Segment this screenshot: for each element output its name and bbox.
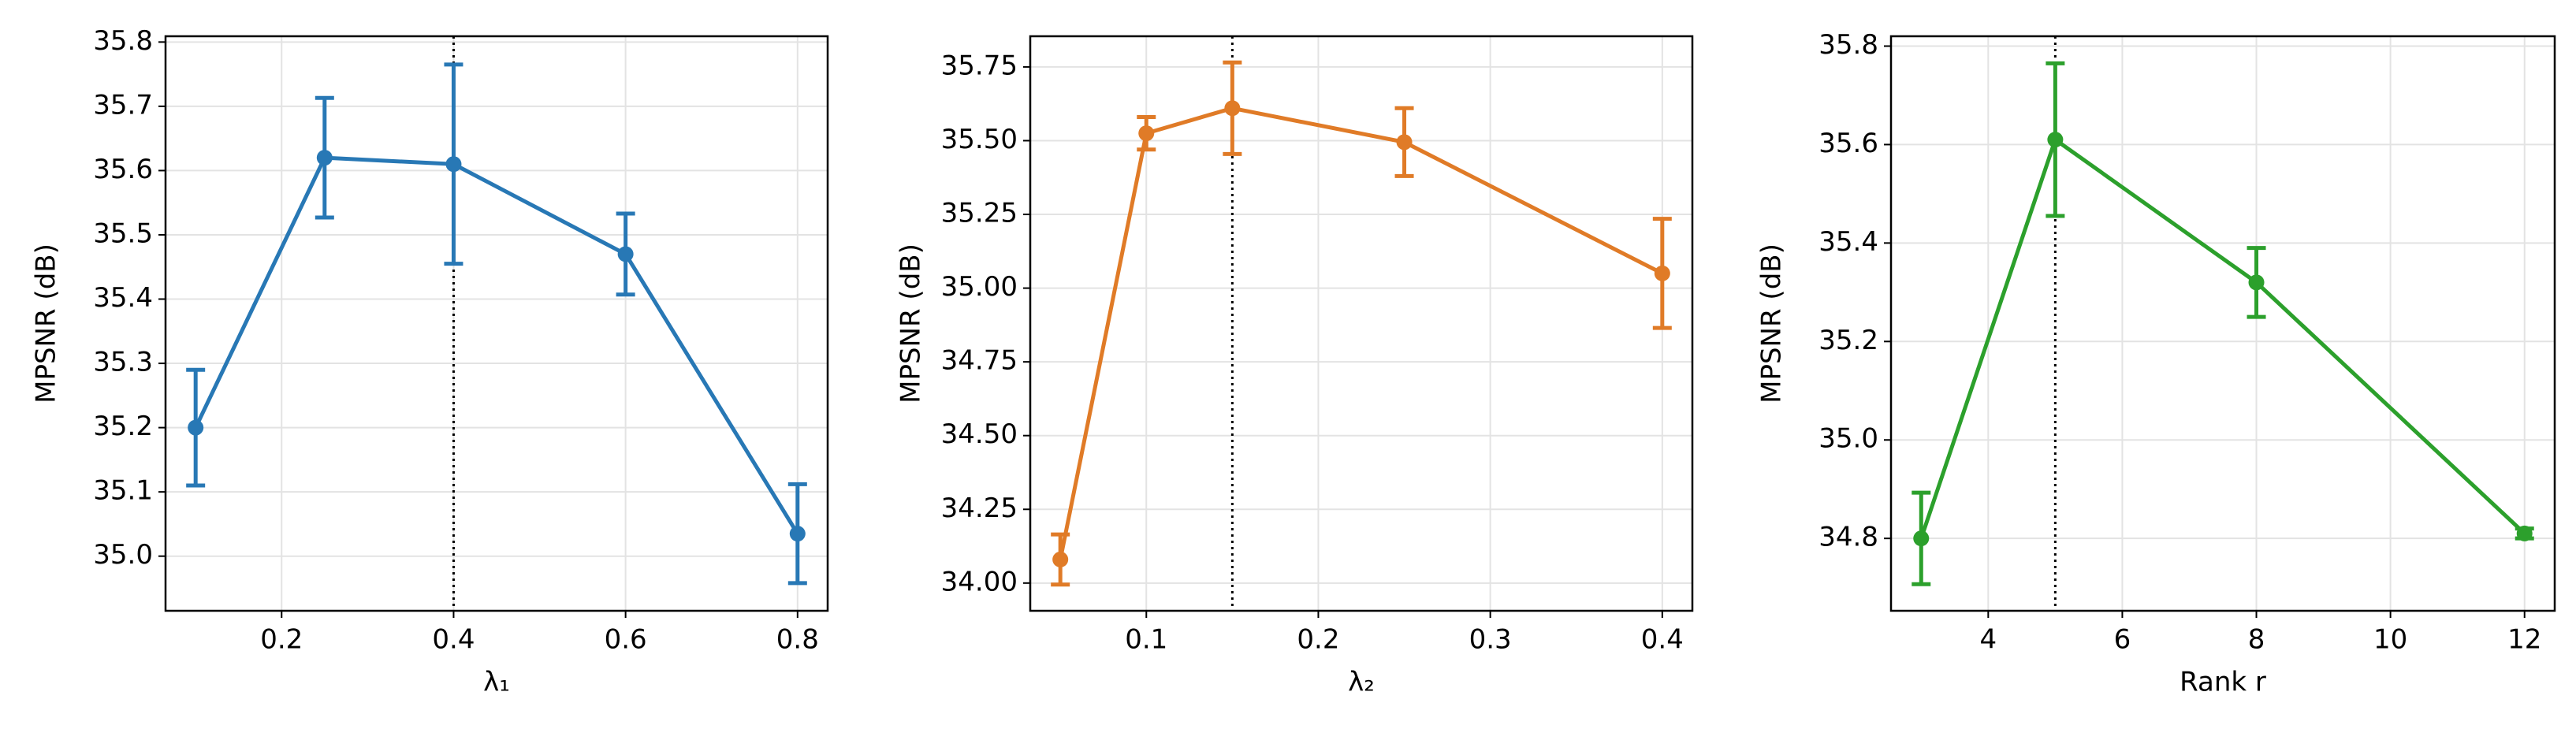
y-tick-label: 35.6 — [93, 154, 153, 185]
y-tick-label: 35.6 — [1818, 128, 1878, 159]
subplot: 34.00 34.25 34.50 34.75 35.00 35.25 35.50 35.75… — [895, 35, 1694, 698]
data-point — [1224, 100, 1241, 117]
data-line — [1919, 137, 2526, 539]
x-axis-label: λ₂ — [1348, 667, 1375, 698]
data-point — [617, 246, 634, 262]
y-tick-label: 35.2 — [93, 411, 153, 442]
y-tick-label: 35.75 — [941, 50, 1018, 81]
y-tick-label: 34.00 — [941, 566, 1018, 597]
y-tick-label: 35.3 — [93, 347, 153, 378]
y-axis-label: MPSNR (dB) — [1756, 244, 1788, 404]
x-tick-label: 0.8 — [776, 624, 819, 656]
x-tick-label: 0.3 — [1469, 624, 1512, 656]
y-tick-label: 35.8 — [93, 25, 153, 57]
y-tick-label: 34.25 — [941, 493, 1018, 524]
data-point — [1138, 125, 1155, 142]
y-tick-label: 35.4 — [93, 282, 153, 314]
x-tick-label: 0.6 — [605, 624, 647, 656]
axes-frame — [164, 35, 829, 612]
data-line — [1058, 106, 1663, 560]
data-point — [2047, 132, 2064, 148]
y-tick-label: 34.50 — [941, 418, 1018, 450]
data-point — [2516, 525, 2533, 541]
x-tick-label: 0.1 — [1125, 624, 1167, 656]
y-tick-label: 35.2 — [1818, 325, 1878, 356]
x-tick-label: 0.2 — [260, 624, 303, 656]
y-axis-label: MPSNR (dB) — [31, 244, 62, 404]
y-tick-label: 34.75 — [941, 345, 1018, 377]
y-tick-label: 35.00 — [941, 271, 1018, 303]
data-point — [1654, 265, 1670, 281]
x-tick-label: 0.4 — [1641, 624, 1684, 656]
y-tick-label: 35.0 — [93, 539, 153, 571]
x-tick-label: 0.2 — [1297, 624, 1339, 656]
x-tick-label: 4 — [1980, 624, 1997, 656]
data-point — [1396, 134, 1413, 151]
subplot: 35.0 35.1 35.2 35.3 35.4 35.5 35.6 35.7 35.8 0.2 0… — [31, 25, 829, 698]
x-tick-label: 6 — [2114, 624, 2131, 656]
data-point — [445, 156, 462, 173]
axes-frame — [1889, 35, 2556, 612]
y-tick-label: 35.8 — [1818, 29, 1878, 61]
y-tick-label: 35.4 — [1818, 226, 1878, 258]
y-tick-label: 35.25 — [941, 198, 1018, 229]
x-tick-label: 8 — [2248, 624, 2265, 656]
subplot: 34.8 35.0 35.2 35.4 35.6 35.8 4 6 8 10 12 Rank r MPS… — [1756, 29, 2556, 698]
x-tick-label: 10 — [2373, 624, 2407, 656]
y-tick-label: 35.5 — [93, 218, 153, 249]
data-point — [789, 526, 806, 542]
axes-frame — [1029, 35, 1694, 612]
data-point — [1913, 530, 1930, 547]
x-axis-label: λ₁ — [483, 667, 510, 698]
data-point — [1052, 551, 1069, 567]
y-tick-label: 35.0 — [1818, 423, 1878, 455]
y-tick-label: 35.1 — [93, 475, 153, 507]
data-line — [193, 155, 799, 535]
y-tick-label: 35.50 — [941, 124, 1018, 155]
data-point — [316, 150, 333, 166]
x-tick-label: 12 — [2507, 624, 2541, 656]
y-tick-label: 34.8 — [1818, 522, 1878, 553]
x-tick-label: 0.4 — [432, 624, 475, 656]
y-axis-label: MPSNR (dB) — [895, 244, 927, 404]
x-axis-label: Rank r — [2180, 667, 2266, 698]
y-tick-label: 35.7 — [93, 89, 153, 121]
data-point — [2248, 274, 2265, 291]
data-point — [188, 419, 204, 436]
